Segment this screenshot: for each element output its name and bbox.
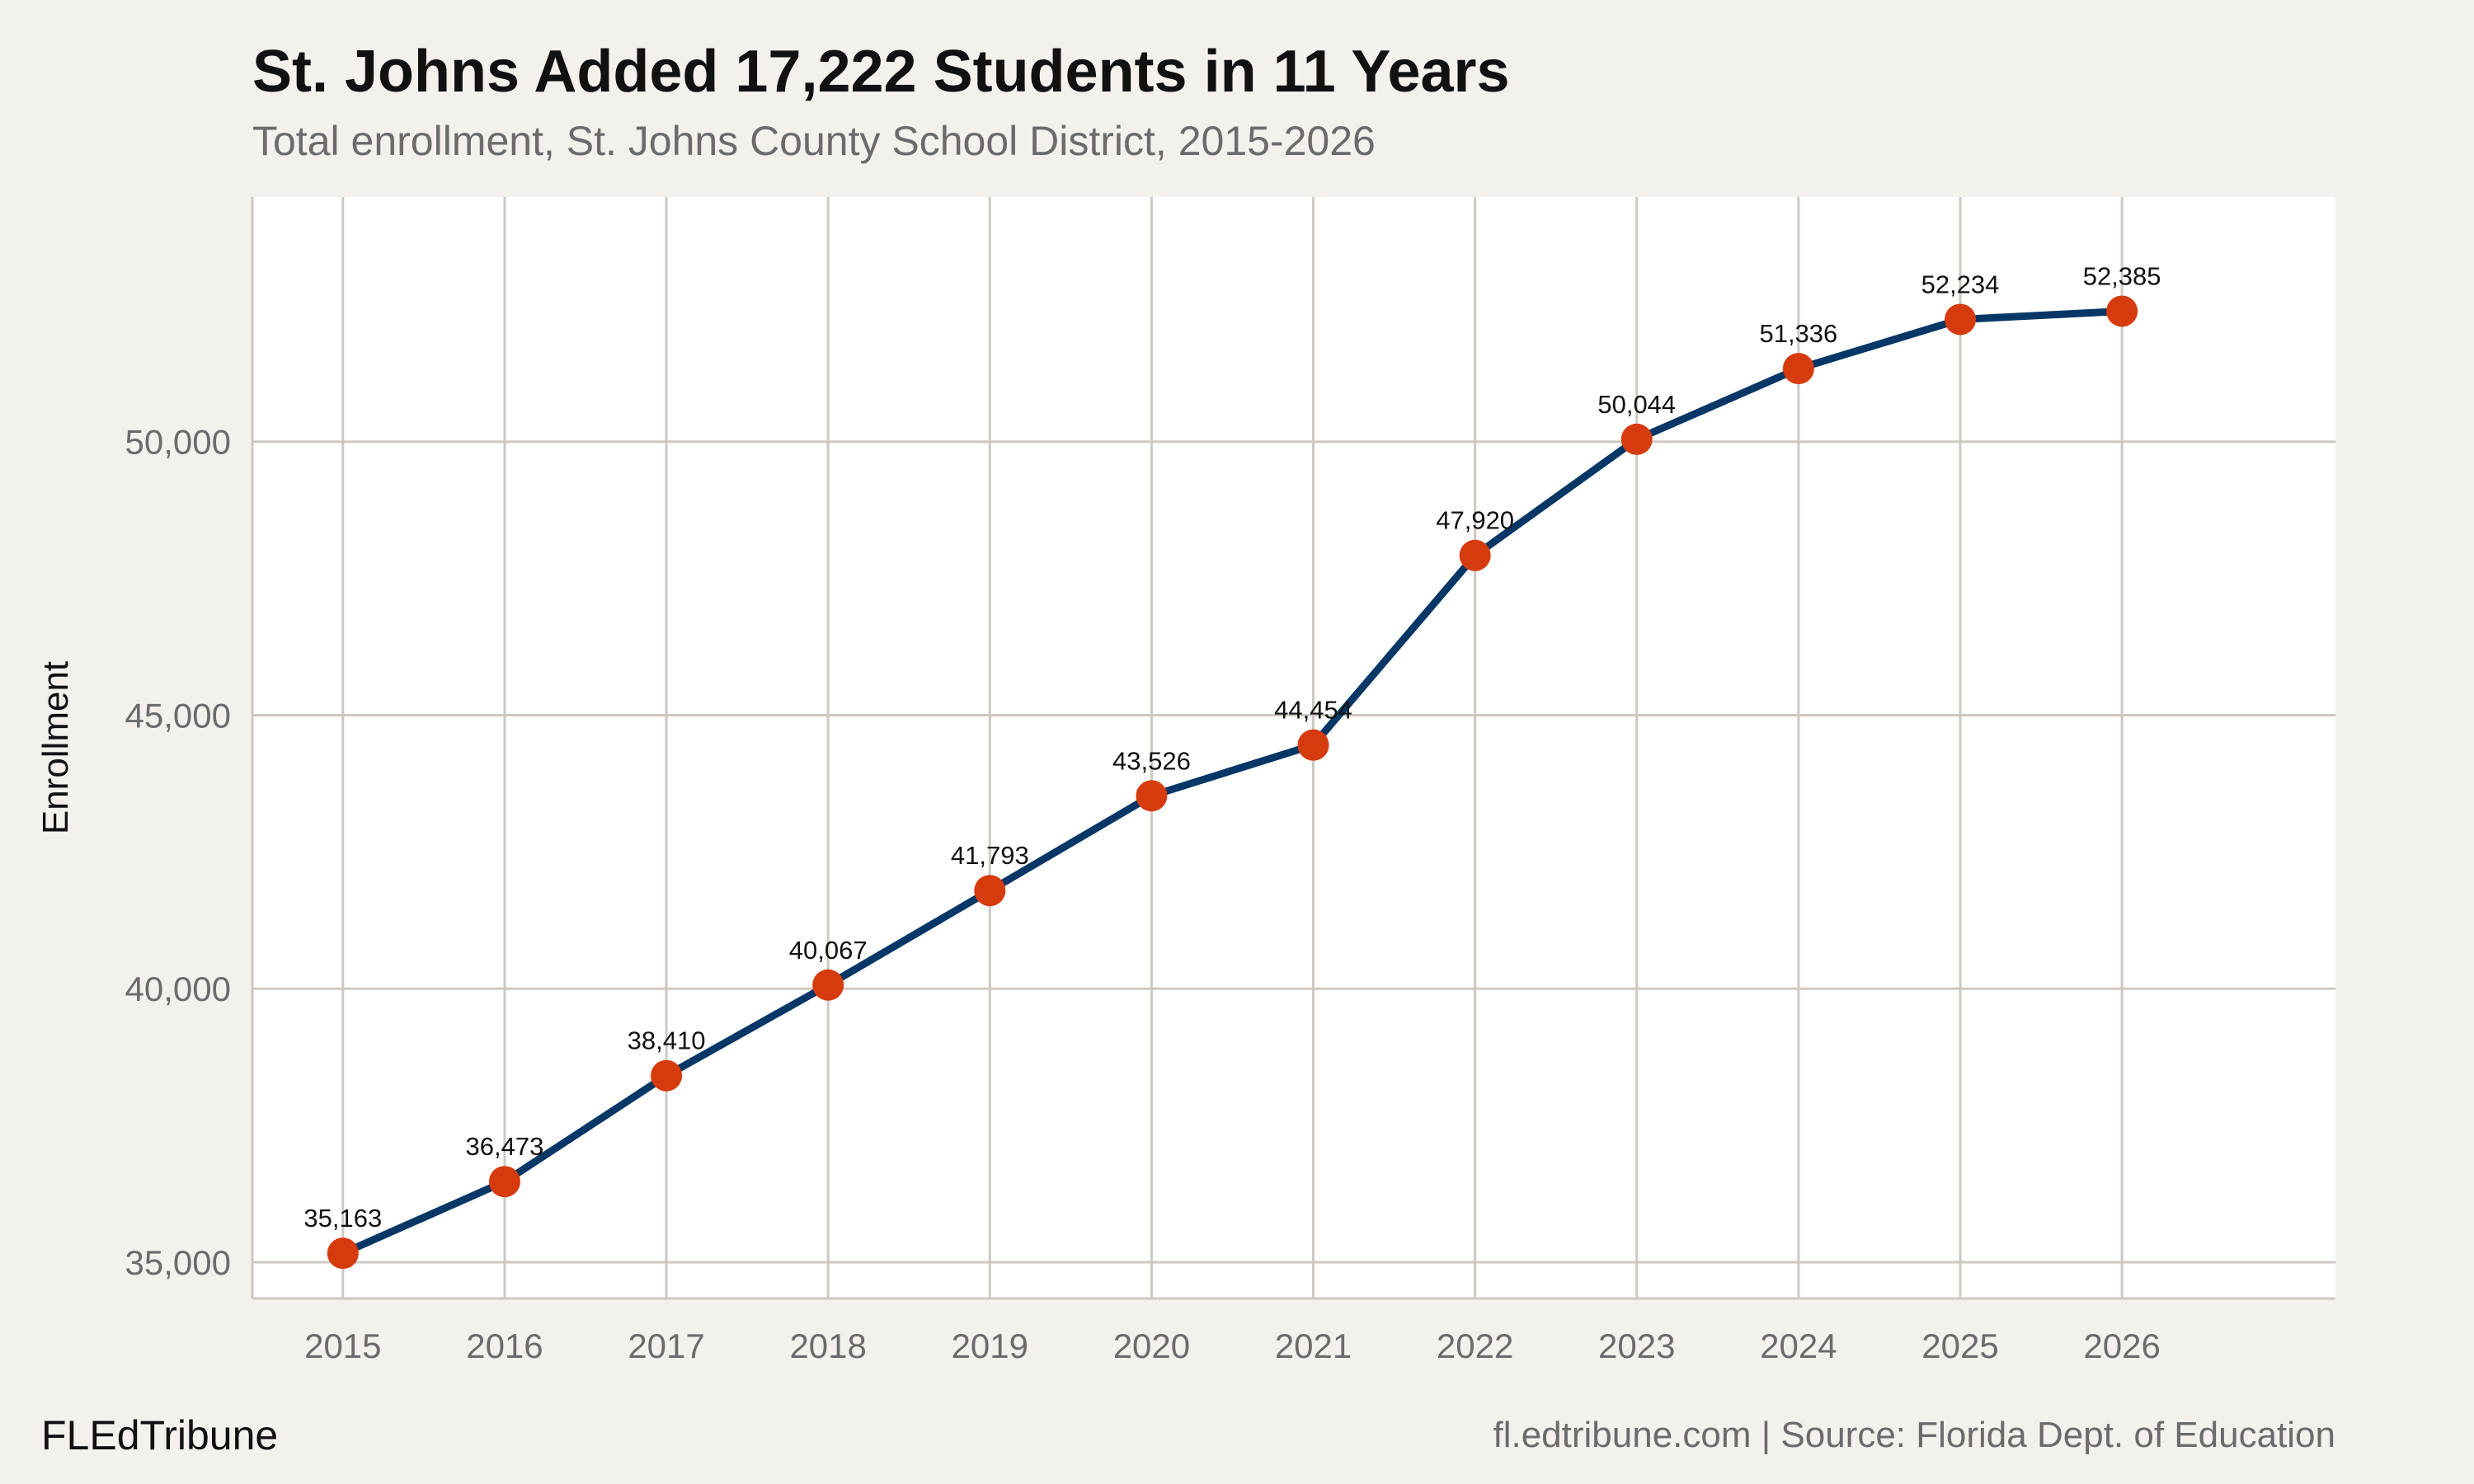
data-label: 36,473 <box>466 1132 544 1161</box>
x-tick-label: 2021 <box>1275 1327 1352 1365</box>
brand-logo-text: FLEdTribune <box>41 1412 279 1458</box>
data-label: 51,336 <box>1759 319 1837 348</box>
data-point <box>1620 423 1653 455</box>
x-tick-label: 2025 <box>1921 1327 1998 1365</box>
chart-subtitle: Total enrollment, St. Johns County Schoo… <box>252 118 1376 164</box>
chart-title: St. Johns Added 17,222 Students in 11 Ye… <box>252 39 1510 105</box>
x-tick-label: 2023 <box>1598 1327 1675 1365</box>
source-credit: fl.edtribune.com | Source: Florida Dept.… <box>1493 1415 2335 1455</box>
series-line <box>341 307 2123 1257</box>
x-tick-label: 2018 <box>789 1327 866 1365</box>
x-tick-label: 2016 <box>466 1327 543 1365</box>
x-tick-label: 2019 <box>952 1327 1028 1365</box>
x-tick-label: 2020 <box>1113 1327 1190 1365</box>
data-label: 44,454 <box>1274 696 1352 725</box>
data-label: 50,044 <box>1597 390 1676 419</box>
data-point <box>1297 729 1329 761</box>
y-tick-label: 40,000 <box>125 970 231 1008</box>
x-tick-label: 2026 <box>2083 1327 2160 1365</box>
data-point <box>1459 539 1491 571</box>
y-tick-label: 50,000 <box>125 423 231 462</box>
data-label: 52,385 <box>2083 261 2161 290</box>
data-label: 43,526 <box>1112 746 1191 775</box>
y-axis-title: Enrollment <box>35 661 76 834</box>
data-label: 38,410 <box>628 1026 706 1055</box>
x-tick-label: 2024 <box>1760 1327 1837 1365</box>
data-point <box>2106 295 2138 327</box>
data-label: 41,793 <box>951 841 1029 870</box>
data-label: 52,234 <box>1921 270 2000 298</box>
x-tick-label: 2015 <box>304 1327 381 1365</box>
data-point <box>974 875 1006 907</box>
data-point <box>327 1237 359 1270</box>
data-point <box>651 1059 683 1092</box>
data-point <box>812 969 844 1001</box>
data-label: 47,920 <box>1436 506 1514 535</box>
x-tick-label: 2022 <box>1437 1327 1513 1365</box>
data-point <box>488 1166 520 1198</box>
y-tick-label: 45,000 <box>125 696 231 735</box>
x-tick-label: 2017 <box>628 1327 704 1365</box>
data-point <box>1782 353 1814 385</box>
data-point <box>1945 303 1977 336</box>
data-label: 40,067 <box>789 936 868 965</box>
data-point <box>1136 780 1168 812</box>
data-label: 35,163 <box>303 1204 382 1233</box>
y-tick-label: 35,000 <box>125 1243 231 1282</box>
